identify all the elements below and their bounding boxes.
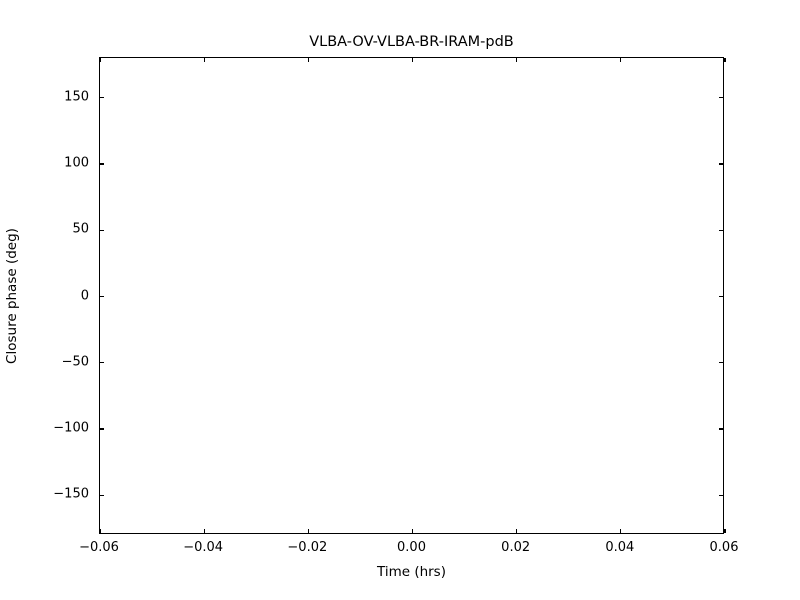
x-tick-label: −0.02 bbox=[287, 540, 328, 555]
x-axis-tick bbox=[411, 529, 414, 533]
x-axis-tick bbox=[307, 58, 309, 62]
y-axis-tick bbox=[100, 295, 104, 298]
x-axis-tick bbox=[203, 529, 205, 533]
y-tick-label: 100 bbox=[64, 155, 89, 171]
x-axis-tick bbox=[203, 58, 205, 62]
y-axis-tick bbox=[719, 229, 723, 231]
y-tick-label-group: 150 100 50 0 −50 −100 −150 bbox=[0, 57, 89, 534]
x-axis-label: Time (hrs) bbox=[376, 564, 446, 580]
y-axis-tick bbox=[100, 163, 104, 165]
plot-area bbox=[100, 58, 723, 533]
x-axis-tick bbox=[620, 529, 622, 533]
y-axis-tick bbox=[719, 163, 723, 165]
y-axis-label-wrap: Closure phase (deg) bbox=[0, 57, 24, 534]
x-tick-label: −0.06 bbox=[79, 540, 119, 555]
y-axis-tick bbox=[100, 362, 104, 364]
y-axis-tick bbox=[719, 494, 723, 496]
y-axis-tick bbox=[719, 362, 723, 364]
y-tick-label: 0 bbox=[80, 288, 89, 303]
y-axis-tick bbox=[719, 295, 723, 298]
x-axis-tick bbox=[516, 529, 518, 533]
y-tick-label: −50 bbox=[61, 354, 89, 370]
x-tick-label: 0.04 bbox=[605, 540, 635, 555]
x-tick-label: 0.02 bbox=[501, 540, 531, 555]
x-tick-label: 0.06 bbox=[709, 540, 739, 555]
x-axis-tick bbox=[620, 58, 622, 62]
y-axis-tick bbox=[100, 97, 104, 99]
y-axis-tick bbox=[719, 428, 723, 430]
x-axis-tick bbox=[516, 58, 518, 62]
x-axis-tick bbox=[99, 529, 101, 533]
y-axis-label: Closure phase (deg) bbox=[4, 227, 20, 364]
y-tick-label: 50 bbox=[72, 221, 89, 237]
x-tick-label: −0.04 bbox=[183, 540, 224, 555]
x-axis-tick bbox=[307, 529, 309, 533]
y-axis-tick bbox=[719, 97, 723, 99]
x-tick-label: 0.00 bbox=[397, 540, 426, 555]
y-axis-tick bbox=[100, 428, 104, 430]
x-axis-tick bbox=[99, 58, 101, 62]
chart-title: VLBA-OV-VLBA-BR-IRAM-pdB bbox=[309, 34, 514, 50]
y-axis-tick bbox=[100, 229, 104, 231]
y-tick-label: −150 bbox=[53, 486, 89, 502]
x-axis-tick bbox=[411, 58, 414, 62]
x-axis-tick bbox=[724, 529, 726, 533]
x-axis-tick bbox=[724, 58, 726, 62]
axes-frame bbox=[99, 57, 726, 534]
y-tick-label: −100 bbox=[53, 420, 89, 436]
y-axis-tick bbox=[100, 494, 104, 496]
x-tick-label-group: −0.06 −0.04 −0.02 0.00 0.02 0.04 0.06 bbox=[79, 540, 738, 561]
y-tick-label: 150 bbox=[64, 89, 89, 105]
